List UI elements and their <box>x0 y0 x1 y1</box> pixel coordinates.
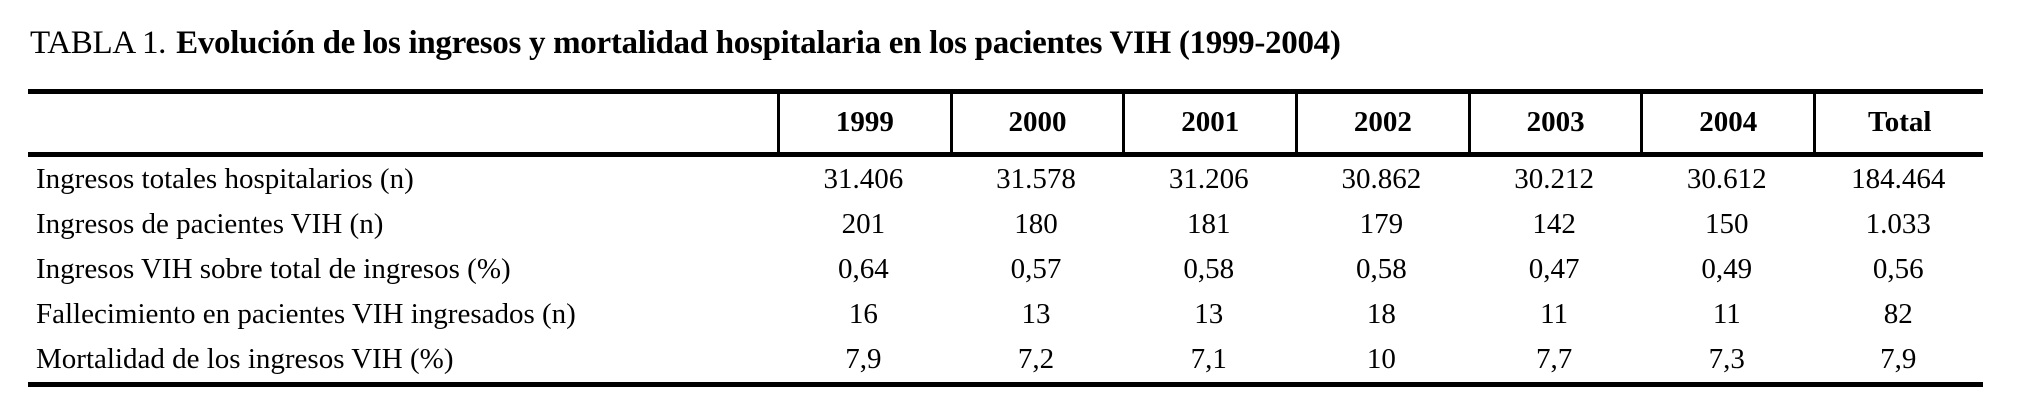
header-cell-year-2003: 2003 <box>1467 93 1641 152</box>
cell-value: 31.406 <box>823 162 904 195</box>
cell-value: 0,49 <box>1701 252 1753 285</box>
cell-value: 7,3 <box>1708 342 1745 375</box>
table-caption-prefix: TABLA 1. <box>30 25 167 61</box>
cell-value: 1.033 <box>1865 207 1931 240</box>
table-row-ingresos-vih-porcentaje: Ingresos VIH sobre total de ingresos (%)… <box>28 247 1983 292</box>
cell-value: 180 <box>1014 207 1058 240</box>
cell-value: 11 <box>1712 297 1741 330</box>
cell-value: 0,64 <box>837 252 889 285</box>
cell-value: 82 <box>1883 297 1913 330</box>
header-cell-year-2001: 2001 <box>1122 93 1295 152</box>
header-cell-empty <box>28 94 777 152</box>
table-caption-title: Evolución de los ingresos y mortalidad h… <box>176 25 1341 61</box>
cell-value: 13 <box>1194 297 1224 330</box>
cell-value: 7,9 <box>845 342 882 375</box>
cell-value: 11 <box>1540 297 1569 330</box>
cell-value: 0,57 <box>1010 252 1062 285</box>
cell-value: 10 <box>1366 342 1396 375</box>
cell-value: 18 <box>1366 297 1396 330</box>
table-row-ingresos-vih: Ingresos de pacientes VIH (n) 201 180 18… <box>28 202 1983 247</box>
cell-value: 7,2 <box>1017 342 1055 375</box>
header-cell-year-2000: 2000 <box>949 93 1123 152</box>
table-caption: TABLA 1. Evolución de los ingresos y mort… <box>30 24 2037 64</box>
cell-value: 30.212 <box>1514 162 1594 195</box>
table-header-row: 1999 2000 2001 2002 2003 2004 Total <box>28 88 1983 157</box>
cell-value: 150 <box>1705 207 1749 240</box>
cell-value: 7,7 <box>1535 342 1573 375</box>
cell-value: 142 <box>1532 207 1576 240</box>
cell-value: 0,58 <box>1356 252 1407 285</box>
cell-value: 7,1 <box>1190 342 1227 375</box>
row-label: Ingresos totales hospitalarios (n) <box>36 162 414 195</box>
cell-value: 181 <box>1186 207 1231 240</box>
cell-value: 201 <box>841 207 886 240</box>
header-cell-year-2002: 2002 <box>1295 93 1468 152</box>
header-cell-year-2004: 2004 <box>1640 93 1813 152</box>
cell-value: 31.206 <box>1168 162 1249 195</box>
cell-value: 31.578 <box>996 162 1076 195</box>
row-label: Fallecimiento en pacientes VIH ingresado… <box>36 297 576 330</box>
hiv-admissions-mortality-table: 1999 2000 2001 2002 2003 2004 Total Ingr… <box>28 88 1983 387</box>
cell-value: 7,9 <box>1880 342 1917 375</box>
header-cell-total: Total <box>1813 93 1983 152</box>
cell-value: 0,58 <box>1183 252 1235 285</box>
table-row-ingresos-totales: Ingresos totales hospitalarios (n) 31.40… <box>28 157 1983 202</box>
cell-value: 0,47 <box>1528 252 1580 285</box>
cell-value: 179 <box>1359 207 1404 240</box>
row-label: Mortalidad de los ingresos VIH (%) <box>36 342 454 375</box>
cell-value: 30.862 <box>1341 162 1422 195</box>
cell-value: 16 <box>848 297 878 330</box>
cell-value: 30.612 <box>1686 162 1767 195</box>
table-row-mortalidad: Mortalidad de los ingresos VIH (%) 7,9 7… <box>28 337 1983 382</box>
cell-value: 0,56 <box>1872 252 1924 285</box>
header-cell-year-1999: 1999 <box>777 93 950 152</box>
row-label: Ingresos de pacientes VIH (n) <box>36 207 384 240</box>
cell-value: 184.464 <box>1851 162 1946 195</box>
table-row-fallecimiento: Fallecimiento en pacientes VIH ingresado… <box>28 292 1983 337</box>
row-label: Ingresos VIH sobre total de ingresos (%) <box>36 252 511 285</box>
cell-value: 13 <box>1021 297 1051 330</box>
